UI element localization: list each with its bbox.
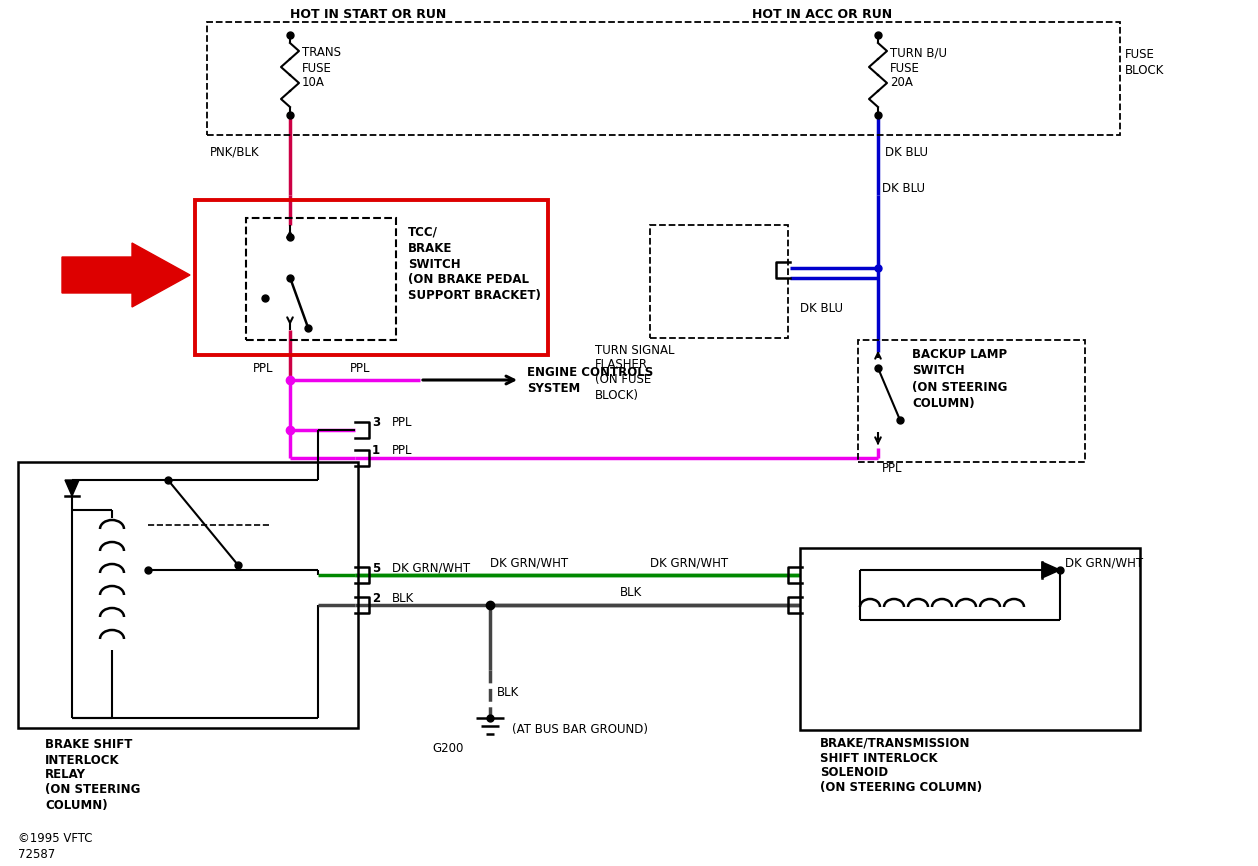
Text: TRANS: TRANS (302, 47, 341, 60)
Text: 3: 3 (372, 417, 380, 430)
Text: FLASHER: FLASHER (595, 359, 648, 372)
Text: ENGINE CONTROLS: ENGINE CONTROLS (527, 365, 653, 378)
Text: FUSE: FUSE (889, 61, 920, 74)
Polygon shape (1042, 562, 1060, 578)
Text: SOLENOID: SOLENOID (820, 766, 888, 779)
Polygon shape (65, 480, 79, 496)
Text: PPL: PPL (392, 444, 413, 457)
Bar (247, 218, 396, 340)
Bar (650, 225, 788, 338)
Text: DK GRN/WHT: DK GRN/WHT (392, 561, 470, 574)
Text: COLUMN): COLUMN) (912, 397, 975, 410)
Text: SWITCH: SWITCH (408, 257, 460, 270)
Text: (AT BUS BAR GROUND): (AT BUS BAR GROUND) (512, 723, 648, 736)
Text: DK GRN/WHT: DK GRN/WHT (491, 557, 569, 570)
Text: 2: 2 (372, 591, 380, 604)
Bar (18, 462, 359, 728)
Polygon shape (62, 243, 190, 307)
Text: TURN SIGNAL: TURN SIGNAL (595, 344, 674, 357)
Text: FUSE: FUSE (1125, 48, 1155, 61)
Text: PPL: PPL (253, 361, 273, 374)
Text: 1: 1 (372, 444, 380, 457)
Text: COLUMN): COLUMN) (45, 798, 108, 811)
Text: (ON STEERING COLUMN): (ON STEERING COLUMN) (820, 781, 982, 794)
Text: BLOCK): BLOCK) (595, 389, 639, 402)
Text: BRAKE SHIFT: BRAKE SHIFT (45, 739, 132, 752)
Text: PPL: PPL (392, 417, 413, 430)
Text: PPL: PPL (350, 361, 371, 374)
Text: DK BLU: DK BLU (800, 301, 843, 314)
Text: BRAKE/TRANSMISSION: BRAKE/TRANSMISSION (820, 736, 970, 749)
Text: FUSE: FUSE (302, 61, 332, 74)
Text: BLK: BLK (392, 591, 414, 604)
Text: (ON STEERING: (ON STEERING (912, 380, 1008, 393)
Bar (195, 200, 548, 355)
Bar (800, 548, 1140, 730)
Text: RELAY: RELAY (45, 768, 86, 781)
Text: PPL: PPL (882, 462, 902, 475)
Text: SUPPORT BRACKET): SUPPORT BRACKET) (408, 289, 541, 302)
Text: INTERLOCK: INTERLOCK (45, 753, 120, 766)
Text: DK GRN/WHT: DK GRN/WHT (650, 557, 728, 570)
Text: (ON FUSE: (ON FUSE (595, 373, 652, 386)
Text: DK BLU: DK BLU (884, 145, 928, 158)
Text: PNK/BLK: PNK/BLK (210, 145, 259, 158)
Text: BLK: BLK (497, 686, 520, 699)
Text: BRAKE: BRAKE (408, 242, 453, 255)
Text: G200: G200 (431, 741, 463, 754)
Text: DK BLU: DK BLU (882, 182, 925, 195)
Text: 72587: 72587 (18, 848, 55, 861)
Text: BACKUP LAMP: BACKUP LAMP (912, 348, 1008, 361)
Text: BLOCK: BLOCK (1125, 63, 1165, 76)
Text: DK GRN/WHT: DK GRN/WHT (1066, 557, 1144, 570)
Text: HOT IN START OR RUN: HOT IN START OR RUN (291, 8, 447, 21)
Text: BLK: BLK (620, 586, 643, 599)
Text: 5: 5 (372, 561, 380, 574)
Bar (208, 22, 1120, 135)
Text: HOT IN ACC OR RUN: HOT IN ACC OR RUN (752, 8, 892, 21)
Text: SHIFT INTERLOCK: SHIFT INTERLOCK (820, 752, 937, 765)
Text: TCC/: TCC/ (408, 225, 438, 238)
Text: (ON BRAKE PEDAL: (ON BRAKE PEDAL (408, 274, 530, 287)
Bar (858, 340, 1084, 462)
Text: (ON STEERING: (ON STEERING (45, 784, 141, 797)
Text: 20A: 20A (889, 76, 913, 89)
Text: 10A: 10A (302, 76, 325, 89)
Text: SYSTEM: SYSTEM (527, 382, 580, 395)
Text: SWITCH: SWITCH (912, 365, 965, 378)
Text: ©1995 VFTC: ©1995 VFTC (18, 831, 93, 844)
Text: TURN B/U: TURN B/U (889, 47, 947, 60)
